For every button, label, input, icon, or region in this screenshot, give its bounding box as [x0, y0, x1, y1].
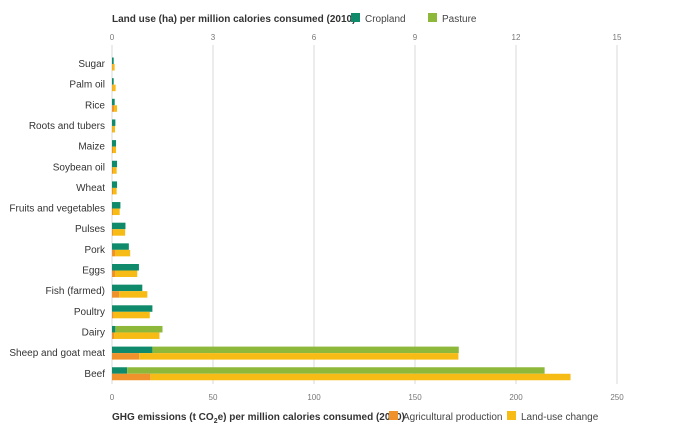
category-label-rice: Rice — [85, 100, 105, 111]
bar-agricultural-production-maize — [112, 146, 114, 154]
category-label-beef: Beef — [84, 369, 105, 380]
bottom-tick-label: 150 — [408, 393, 422, 402]
category-label-eggs: Eggs — [82, 266, 105, 277]
category-label-pulses: Pulses — [75, 224, 105, 235]
bar-agricultural-production-poultry — [112, 311, 114, 319]
bar-land-use-change-sheep-and-goat-meat — [139, 353, 459, 360]
bottom-tick-label: 50 — [209, 393, 218, 402]
bottom-tick-label: 250 — [610, 393, 624, 402]
bar-agricultural-production-eggs — [112, 270, 116, 277]
bar-cropland-maize — [112, 140, 117, 147]
bar-cropland-rice — [112, 98, 115, 106]
bar-cropland-pulses — [112, 222, 126, 230]
category-label-wheat: Wheat — [76, 183, 105, 194]
bar-agricultural-production-fish-farmed — [112, 291, 120, 298]
bar-cropland-poultry — [112, 305, 153, 312]
bar-land-use-change-palm-oil — [112, 84, 116, 92]
category-label-dairy: Dairy — [82, 327, 105, 338]
legend-swatch-land-use-change — [507, 411, 516, 420]
bar-cropland-eggs — [112, 264, 139, 271]
category-label-fruits-and-vegetables: Fruits and vegetables — [9, 204, 105, 215]
top-axis-ticks: 0 3 6 9 12 15 — [110, 33, 622, 42]
bar-land-use-change-rice — [114, 105, 118, 112]
top-tick-label: 9 — [413, 33, 418, 42]
bar-agricultural-production-sheep-and-goat-meat — [112, 353, 140, 360]
category-label-poultry: Poultry — [74, 307, 105, 318]
top-tick-label: 0 — [110, 33, 115, 42]
legend-swatch-cropland — [351, 13, 360, 22]
bar-land-use-change-pulses — [113, 229, 126, 236]
category-label-roots-and-tubers: Roots and tubers — [29, 121, 105, 132]
legend-bottom: Agricultural production Land-use change — [389, 411, 599, 423]
bar-land-use-change-soybean-oil — [113, 167, 117, 174]
bar-agricultural-production-pulses — [112, 229, 114, 236]
top-axis-title: Land use (ha) per million calories consu… — [112, 14, 355, 25]
bottom-tick-label: 0 — [110, 393, 115, 402]
legend-label-pasture: Pasture — [442, 14, 477, 25]
category-label-fish-farmed: Fish (farmed) — [46, 286, 105, 297]
bar-agricultural-production-roots-and-tubers — [112, 125, 113, 133]
bar-land-use-change-beef — [150, 373, 571, 381]
legend-top: Cropland Pasture — [351, 13, 477, 25]
category-label-sugar: Sugar — [78, 59, 105, 70]
bar-cropland-wheat — [112, 181, 118, 188]
bar-land-use-change-pork — [115, 249, 131, 257]
category-label-palm-oil: Palm oil — [69, 80, 105, 91]
bar-land-use-change-fruits-and-vegetables — [113, 208, 120, 216]
bar-pasture-sheep-and-goat-meat — [152, 346, 459, 354]
bars-layer — [112, 57, 571, 381]
category-label-maize: Maize — [78, 142, 105, 153]
bar-cropland-sheep-and-goat-meat — [112, 346, 153, 354]
legend-swatch-pasture — [428, 13, 437, 22]
grid-layer — [111, 45, 618, 384]
bottom-axis-ticks: 0 50 100 150 200 250 — [110, 393, 624, 402]
top-tick-label: 12 — [512, 33, 521, 42]
bar-land-use-change-dairy — [114, 332, 160, 339]
bottom-tick-label: 200 — [509, 393, 523, 402]
top-tick-label: 15 — [613, 33, 622, 42]
category-label-sheep-and-goat-meat: Sheep and goat meat — [9, 348, 105, 359]
bar-agricultural-production-beef — [112, 373, 151, 381]
bar-cropland-sugar — [112, 57, 114, 64]
bar-agricultural-production-palm-oil — [112, 84, 113, 92]
top-tick-label: 6 — [312, 33, 317, 42]
bar-agricultural-production-soybean-oil — [112, 167, 114, 174]
bar-cropland-beef — [112, 367, 128, 374]
bar-cropland-fruits-and-vegetables — [112, 202, 121, 209]
bar-cropland-fish-farmed — [112, 284, 143, 292]
bar-pasture-dairy — [115, 325, 163, 333]
top-tick-label: 3 — [211, 33, 216, 42]
bar-agricultural-production-dairy — [112, 332, 115, 339]
legend-label-cropland: Cropland — [365, 14, 406, 25]
bar-land-use-change-eggs — [115, 270, 138, 277]
bar-land-use-change-poultry — [113, 311, 150, 319]
category-label-pork: Pork — [84, 245, 106, 256]
bar-land-use-change-maize — [113, 146, 117, 154]
legend-label-land-use-change: Land-use change — [521, 412, 599, 423]
bar-land-use-change-sugar — [112, 64, 115, 71]
bar-cropland-pork — [112, 243, 129, 250]
bar-pasture-beef — [127, 367, 545, 374]
bar-agricultural-production-sugar — [112, 64, 113, 71]
bar-cropland-palm-oil — [112, 78, 114, 85]
bottom-tick-label: 100 — [307, 393, 321, 402]
bar-land-use-change-wheat — [113, 187, 117, 195]
bar-agricultural-production-rice — [112, 105, 115, 112]
category-labels: Sugar Palm oil Rice Roots and tubers Maize So… — [9, 59, 106, 380]
bar-agricultural-production-pork — [112, 249, 116, 257]
bar-cropland-roots-and-tubers — [112, 119, 116, 126]
legend-label-agricultural-production: Agricultural production — [403, 412, 503, 423]
category-label-soybean-oil: Soybean oil — [53, 162, 105, 173]
bar-agricultural-production-fruits-and-vegetables — [112, 208, 114, 216]
bar-land-use-change-fish-farmed — [119, 291, 148, 298]
legend-swatch-agricultural-production — [389, 411, 398, 420]
bar-cropland-soybean-oil — [112, 160, 118, 168]
bar-cropland-dairy — [112, 325, 116, 333]
bar-agricultural-production-wheat — [112, 187, 114, 195]
bottom-axis-title: GHG emissions (t CO2e) per million calor… — [112, 412, 405, 425]
bar-land-use-change-roots-and-tubers — [112, 125, 116, 133]
